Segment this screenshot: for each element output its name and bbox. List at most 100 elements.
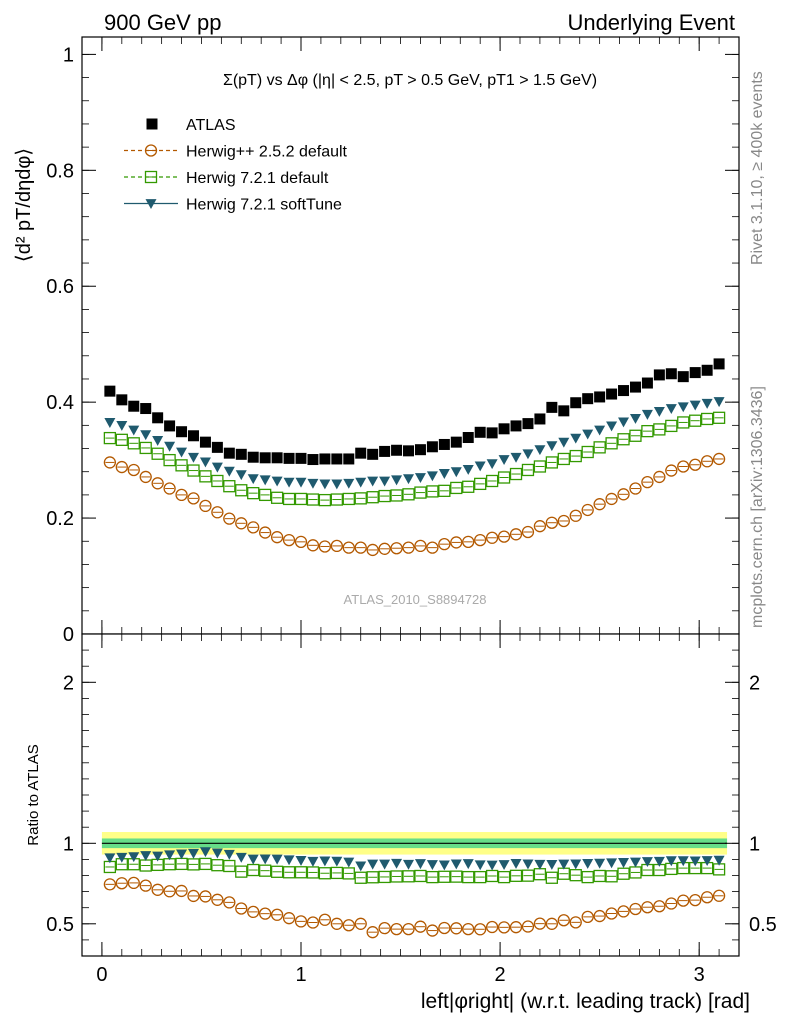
data-point [545,516,559,529]
data-point [414,486,427,499]
data-point [140,430,152,441]
data-point [199,470,212,483]
data-point [235,517,248,530]
data-point [450,481,463,495]
ratio-data-point [533,917,547,930]
ratio-data-point [606,858,618,869]
legend-label: Herwig 7.2.1 default [186,170,329,187]
data-point [545,456,559,469]
data-point [104,418,116,428]
data-point [187,452,199,463]
data-point [665,419,678,433]
data-point [176,426,188,438]
data-point [606,388,618,400]
ratio-frame [81,633,740,957]
legend-item: ATLAS [146,117,236,134]
data-point [510,420,522,432]
ratio-y-tick-label-right: 2 [749,672,760,694]
data-point [689,414,702,427]
data-point [390,489,403,502]
ratio-data-point [629,857,641,868]
ratio-axis-ticks: 0 1 2 3 0.5 0.5 1 1 2 2 [46,633,777,986]
data-point [116,420,128,431]
mcplots-label: mcplots.cern.ch [arXiv:1306.3436] [749,386,766,628]
data-point [557,514,570,528]
ratio-data-point [545,871,559,884]
data-point [211,474,224,488]
data-point [509,528,523,541]
data-point [438,538,451,551]
ratio-data-point [318,867,332,880]
data-point [665,464,678,477]
ratio-data-point [509,869,523,882]
ratio-data-point [474,860,486,871]
data-point [164,441,176,452]
ratio-data-point [426,870,439,884]
data-point [462,535,475,548]
ratio-data-point [570,859,582,870]
data-point [605,492,618,506]
ratio-data-point [270,908,284,921]
ratio-data-point [700,891,714,904]
data-point [677,402,689,413]
ratio-data-point [414,920,427,933]
data-point [343,453,355,465]
ratio-data-point [618,858,630,868]
ratio-data-point [474,923,487,936]
data-point [701,364,713,376]
data-point [653,470,666,484]
data-point [378,542,391,555]
data-point [700,412,714,426]
data-point [558,437,570,448]
ratio-data-point [474,870,487,884]
ratio-data-point [617,867,630,880]
ratio-data-point [426,860,438,871]
main-frame [81,36,740,635]
ratio-data-point [641,901,654,914]
ratio-data-point [402,870,415,883]
ratio-y-tick-label-right: 0.5 [749,914,777,936]
data-point [474,533,487,547]
ratio-data-point [378,870,391,884]
data-point [366,491,379,504]
legend-marker [144,170,158,184]
ratio-data-point [414,859,426,870]
data-point [331,453,343,465]
data-point [306,539,320,552]
ratio-data-point [497,921,511,934]
ratio-data-point [116,852,128,863]
data-point [617,433,630,446]
data-point [474,477,487,491]
ratio-data-point [545,917,559,930]
legend-label: ATLAS [186,117,236,134]
data-point [402,541,415,554]
data-point [259,452,271,464]
legend-item: Herwig 7.2.1 softTune [124,197,342,214]
ratio-data-point [342,919,355,932]
data-point [414,444,426,456]
data-point [533,460,547,473]
data-point [283,452,295,464]
ratio-data-point [641,857,653,867]
data-point [712,411,726,424]
data-point [307,454,319,466]
ratio-data-point [450,870,463,883]
ratio-data-point [379,859,391,870]
data-point [116,394,128,406]
ratio-data-point [450,922,463,935]
data-point [199,457,211,468]
ratio-data-point [140,851,152,862]
data-point [474,461,486,472]
data-point [211,506,224,519]
ratio-data-point [581,870,594,884]
ratio-data-point [306,866,320,879]
data-point [438,484,451,497]
ratio-data-point [378,921,391,935]
data-point [474,426,486,438]
data-point [618,417,630,428]
data-point [128,425,140,436]
data-point [569,449,582,463]
ratio-data-point [259,907,272,920]
main-y-axis-label: ⟨d² pT/dηdφ⟩ [13,148,35,262]
data-point [235,470,247,481]
